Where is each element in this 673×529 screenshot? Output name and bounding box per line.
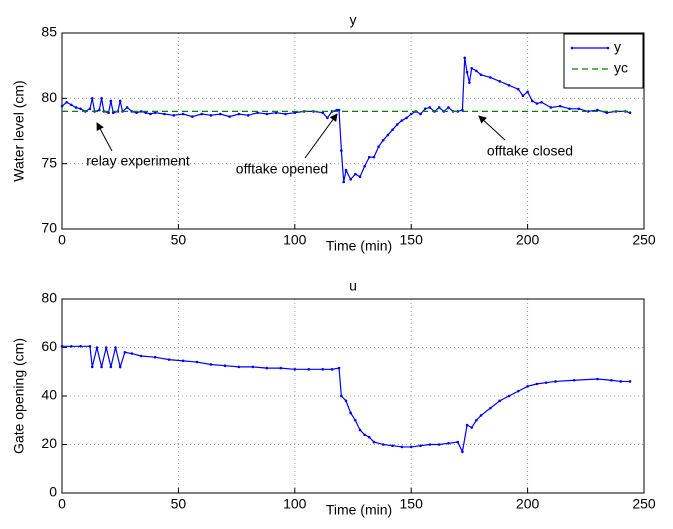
x-tick-label: 0 — [58, 496, 66, 512]
x-tick-label: 200 — [516, 496, 540, 512]
series-line — [60, 344, 632, 454]
x-tick-label: 250 — [632, 232, 656, 248]
x-tick-label: 50 — [171, 496, 187, 512]
annotation-arrow — [304, 113, 338, 159]
y-tick-label: 60 — [41, 338, 57, 354]
legend-label: yc — [614, 60, 628, 76]
y-tick-label: 70 — [41, 220, 57, 236]
x-tick-label: 50 — [171, 232, 187, 248]
x-tick-label: 150 — [400, 232, 424, 248]
chart-title: u — [349, 278, 357, 294]
y-axis-label: Gate opening (cm) — [11, 338, 27, 454]
chart-title: y — [350, 12, 357, 28]
y-tick-label: 40 — [41, 387, 57, 403]
x-tick-label: 200 — [516, 232, 540, 248]
annotation: offtake opened — [236, 161, 328, 177]
y-tick-label: 0 — [49, 484, 57, 500]
y-tick-label: 75 — [41, 154, 57, 170]
annotation: offtake closed — [487, 143, 573, 159]
x-tick-label: 250 — [632, 496, 656, 512]
series-line — [60, 56, 632, 184]
x-tick-label: 100 — [283, 232, 307, 248]
legend-label: y — [614, 39, 621, 55]
x-tick-label: 100 — [283, 496, 307, 512]
y-tick-label: 20 — [41, 435, 57, 451]
annotation-arrow — [96, 122, 113, 152]
y-tick-label: 80 — [41, 290, 57, 306]
legend-box — [563, 33, 644, 89]
x-tick-label: 150 — [400, 496, 424, 512]
annotation-arrow — [478, 115, 506, 141]
y-tick-label: 80 — [41, 89, 57, 105]
annotation: relay experiment — [86, 153, 190, 169]
x-axis-label: Time (min) — [326, 502, 392, 518]
plot-area — [62, 33, 644, 229]
y-tick-label: 85 — [41, 24, 57, 40]
x-tick-label: 0 — [58, 232, 66, 248]
y-axis-label: Water level (cm) — [11, 80, 27, 181]
x-axis-label: Time (min) — [326, 238, 392, 254]
plot-area — [62, 299, 644, 493]
